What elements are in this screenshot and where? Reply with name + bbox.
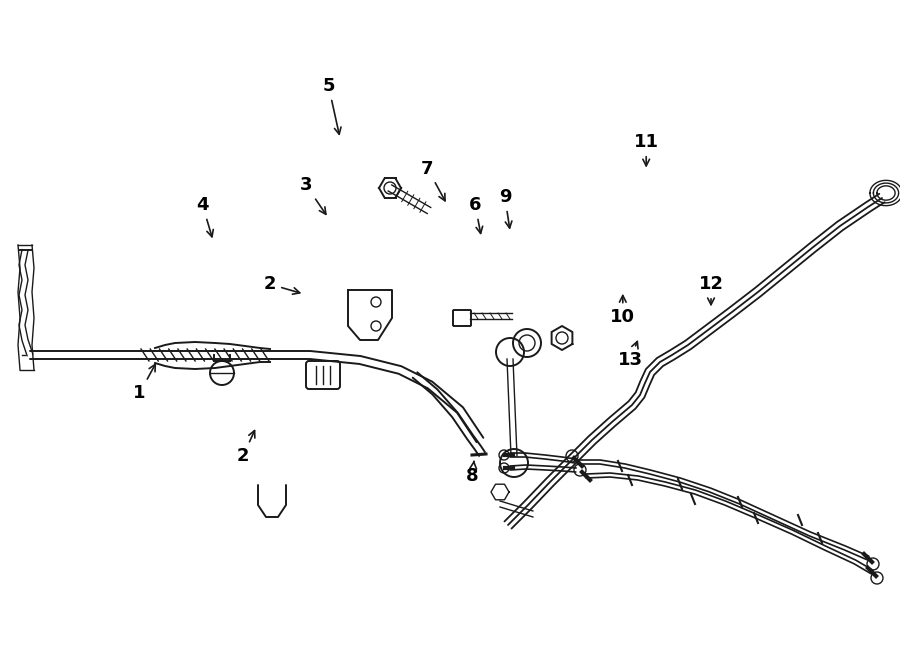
Text: 8: 8	[466, 461, 479, 485]
Text: 10: 10	[610, 295, 635, 327]
Text: 5: 5	[322, 77, 341, 134]
Text: 7: 7	[421, 159, 446, 201]
Text: 11: 11	[634, 133, 659, 166]
Text: 9: 9	[499, 188, 512, 228]
Text: 2: 2	[264, 275, 300, 294]
Text: 12: 12	[698, 275, 724, 305]
Text: 13: 13	[617, 342, 643, 369]
Text: 4: 4	[196, 196, 213, 237]
Text: 6: 6	[469, 196, 482, 233]
Text: 3: 3	[300, 176, 326, 214]
Text: 2: 2	[237, 430, 255, 465]
Text: 1: 1	[133, 364, 156, 403]
